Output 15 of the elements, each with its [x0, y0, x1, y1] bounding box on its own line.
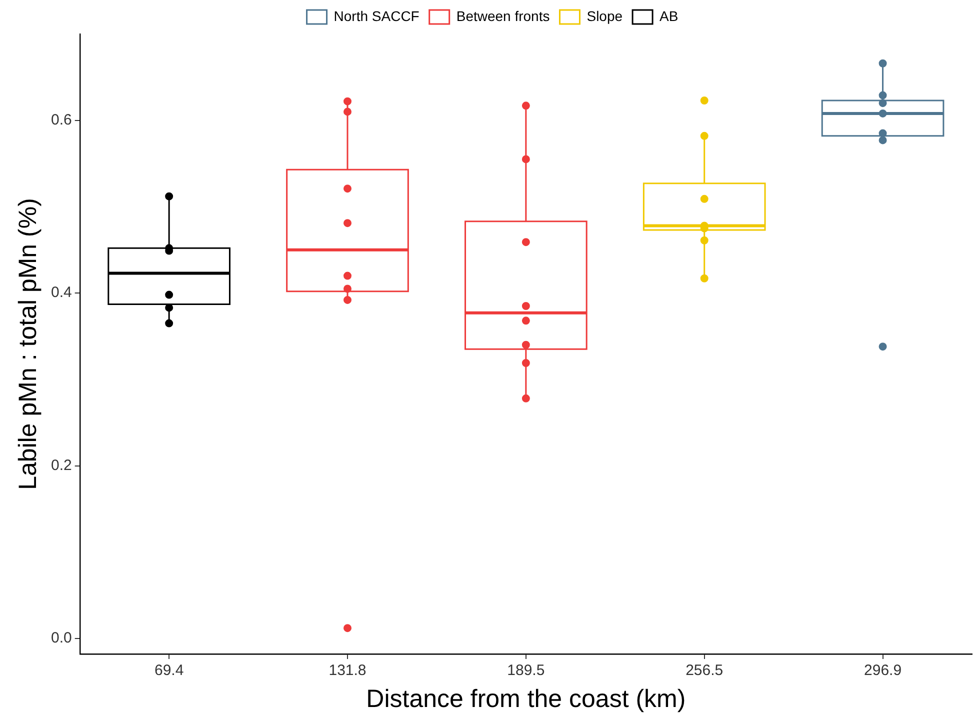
y-tick-label: 0.2 [50, 456, 72, 474]
legend-label: Between fronts [456, 8, 550, 24]
x-tick-label: 131.8 [328, 662, 366, 680]
legend-label: AB [660, 8, 678, 24]
y-tick-label: 0.0 [50, 630, 72, 647]
legend-label: North SACCF [334, 8, 420, 24]
y-axis-title: Labile pMn : total pMn (%) [14, 198, 42, 490]
x-axis-title: Distance from the coast (km) [366, 684, 686, 713]
x-tick-label: 189.5 [507, 662, 545, 680]
x-tick-label: 256.5 [686, 662, 724, 680]
x-tick-label: 69.4 [154, 662, 184, 680]
y-tick-label: 0.4 [50, 284, 72, 302]
x-tick-label: 296.9 [864, 662, 902, 680]
y-tick-label: 0.6 [50, 111, 72, 128]
legend-label: Slope [586, 8, 623, 24]
